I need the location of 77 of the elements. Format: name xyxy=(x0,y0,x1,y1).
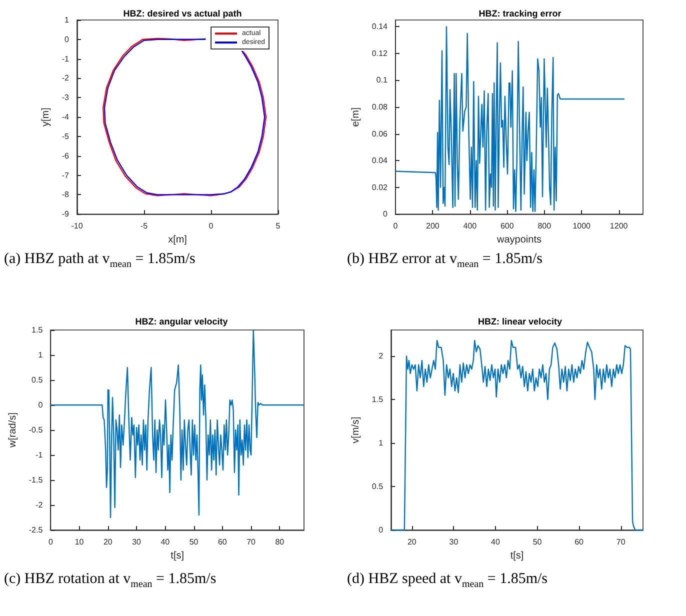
y-axis-title: e[m] xyxy=(350,107,362,127)
y-tick-label: 1 xyxy=(378,438,384,448)
x-tick-label: 50 xyxy=(189,538,199,546)
x-axis-title: t[s] xyxy=(510,550,524,562)
text: (b) HBZ error at v$_{mean}$ = 1.85m/s xyxy=(346,250,544,272)
y-tick-label: -4 xyxy=(62,112,70,122)
y-axis-title: y[m] xyxy=(40,107,52,126)
x-tick-label: 1200 xyxy=(610,222,628,231)
x-tick-label: 20 xyxy=(407,538,417,546)
y-tick-label: 0.1 xyxy=(376,76,388,85)
x-tick-label: 80 xyxy=(275,538,285,546)
chart-title: HBZ: tracking error xyxy=(478,8,562,18)
x-tick-label: 0 xyxy=(48,538,54,546)
text: (d) HBZ speed at v$_{mean}$ = 1.85m/s xyxy=(346,570,549,592)
y-tick-label: -8 xyxy=(62,190,70,200)
text: (a) HBZ path at v$_{mean}$ = 1.85m/s xyxy=(3,250,196,272)
text: (c) HBZ rotation at v$_{mean}$ = 1.85m/s xyxy=(3,570,218,592)
y-tick-label: -1.5 xyxy=(28,476,44,484)
y-tick-label: 1.5 xyxy=(372,395,384,404)
y-tick-label: 1 xyxy=(64,16,70,24)
y-tick-label: 0 xyxy=(38,400,44,410)
y-tick-label: -2 xyxy=(36,500,44,510)
chart-title: HBZ: linear velocity xyxy=(478,316,562,326)
x-tick-label: 10 xyxy=(74,538,84,546)
x-tick-label: 70 xyxy=(616,538,626,546)
x-tick-label: 50 xyxy=(532,538,542,546)
y-tick-label: 1.5 xyxy=(32,326,44,334)
y-tick-label: 0.14 xyxy=(372,22,388,32)
x-tick-label: 60 xyxy=(218,538,228,546)
y-tick-label: 0.12 xyxy=(372,48,388,58)
x-tick-label: -10 xyxy=(71,222,84,231)
y-tick-label: 2 xyxy=(378,352,384,361)
x-tick-label: 60 xyxy=(574,538,584,546)
chart-title: HBZ: angular velocity xyxy=(135,316,228,326)
y-tick-label: -2.5 xyxy=(28,526,44,534)
x-tick-label: 5 xyxy=(276,222,281,231)
y-axis-title: w[rad/s] xyxy=(8,412,18,449)
y-tick-label: 0.02 xyxy=(372,182,388,192)
y-tick-label: -7 xyxy=(62,170,70,180)
y-tick-label: -5 xyxy=(62,132,70,141)
x-tick-label: 30 xyxy=(449,538,459,546)
y-tick-label: 0.5 xyxy=(372,482,384,492)
y-tick-label: -0.5 xyxy=(28,426,44,434)
y-tick-label: 0 xyxy=(64,34,70,44)
y-tick-label: -1 xyxy=(36,450,44,460)
x-axis-title: x[m] xyxy=(168,234,188,246)
y-tick-label: 0.06 xyxy=(372,129,388,138)
y-tick-label: -3 xyxy=(62,93,70,102)
line-series xyxy=(50,329,305,518)
x-tick-label: 600 xyxy=(500,222,514,231)
x-tick-label: 40 xyxy=(491,538,500,546)
x-axis-title: waypoints xyxy=(496,234,542,246)
y-tick-label: -9 xyxy=(62,210,70,219)
x-tick-label: -5 xyxy=(140,222,148,231)
x-axis-title: t[s] xyxy=(170,550,184,562)
y-tick-label: -6 xyxy=(62,151,70,160)
chart-title: HBZ: desired vs actual path xyxy=(123,8,242,18)
y-tick-label: -1 xyxy=(62,54,70,64)
y-tick-label: 1 xyxy=(38,350,44,360)
y-tick-label: -2 xyxy=(62,74,70,83)
x-tick-label: 0 xyxy=(393,222,398,231)
y-tick-label: 0.08 xyxy=(372,102,388,112)
x-tick-label: 800 xyxy=(538,222,552,231)
x-tick-label: 1000 xyxy=(572,222,592,231)
y-axis-title: v[m/s] xyxy=(350,416,362,444)
y-tick-label: 0 xyxy=(378,526,384,534)
x-tick-label: 40 xyxy=(160,538,170,546)
x-tick-label: 30 xyxy=(132,538,142,546)
x-tick-label: 70 xyxy=(246,538,256,546)
x-tick-label: 0 xyxy=(208,222,214,231)
y-tick-label: 0.04 xyxy=(372,156,388,166)
x-tick-label: 200 xyxy=(426,222,440,231)
y-tick-label: 0.5 xyxy=(32,376,44,384)
x-tick-label: 20 xyxy=(103,538,113,546)
y-tick-label: 0 xyxy=(383,210,388,219)
line-series xyxy=(394,26,625,212)
x-tick-label: 400 xyxy=(463,222,478,231)
